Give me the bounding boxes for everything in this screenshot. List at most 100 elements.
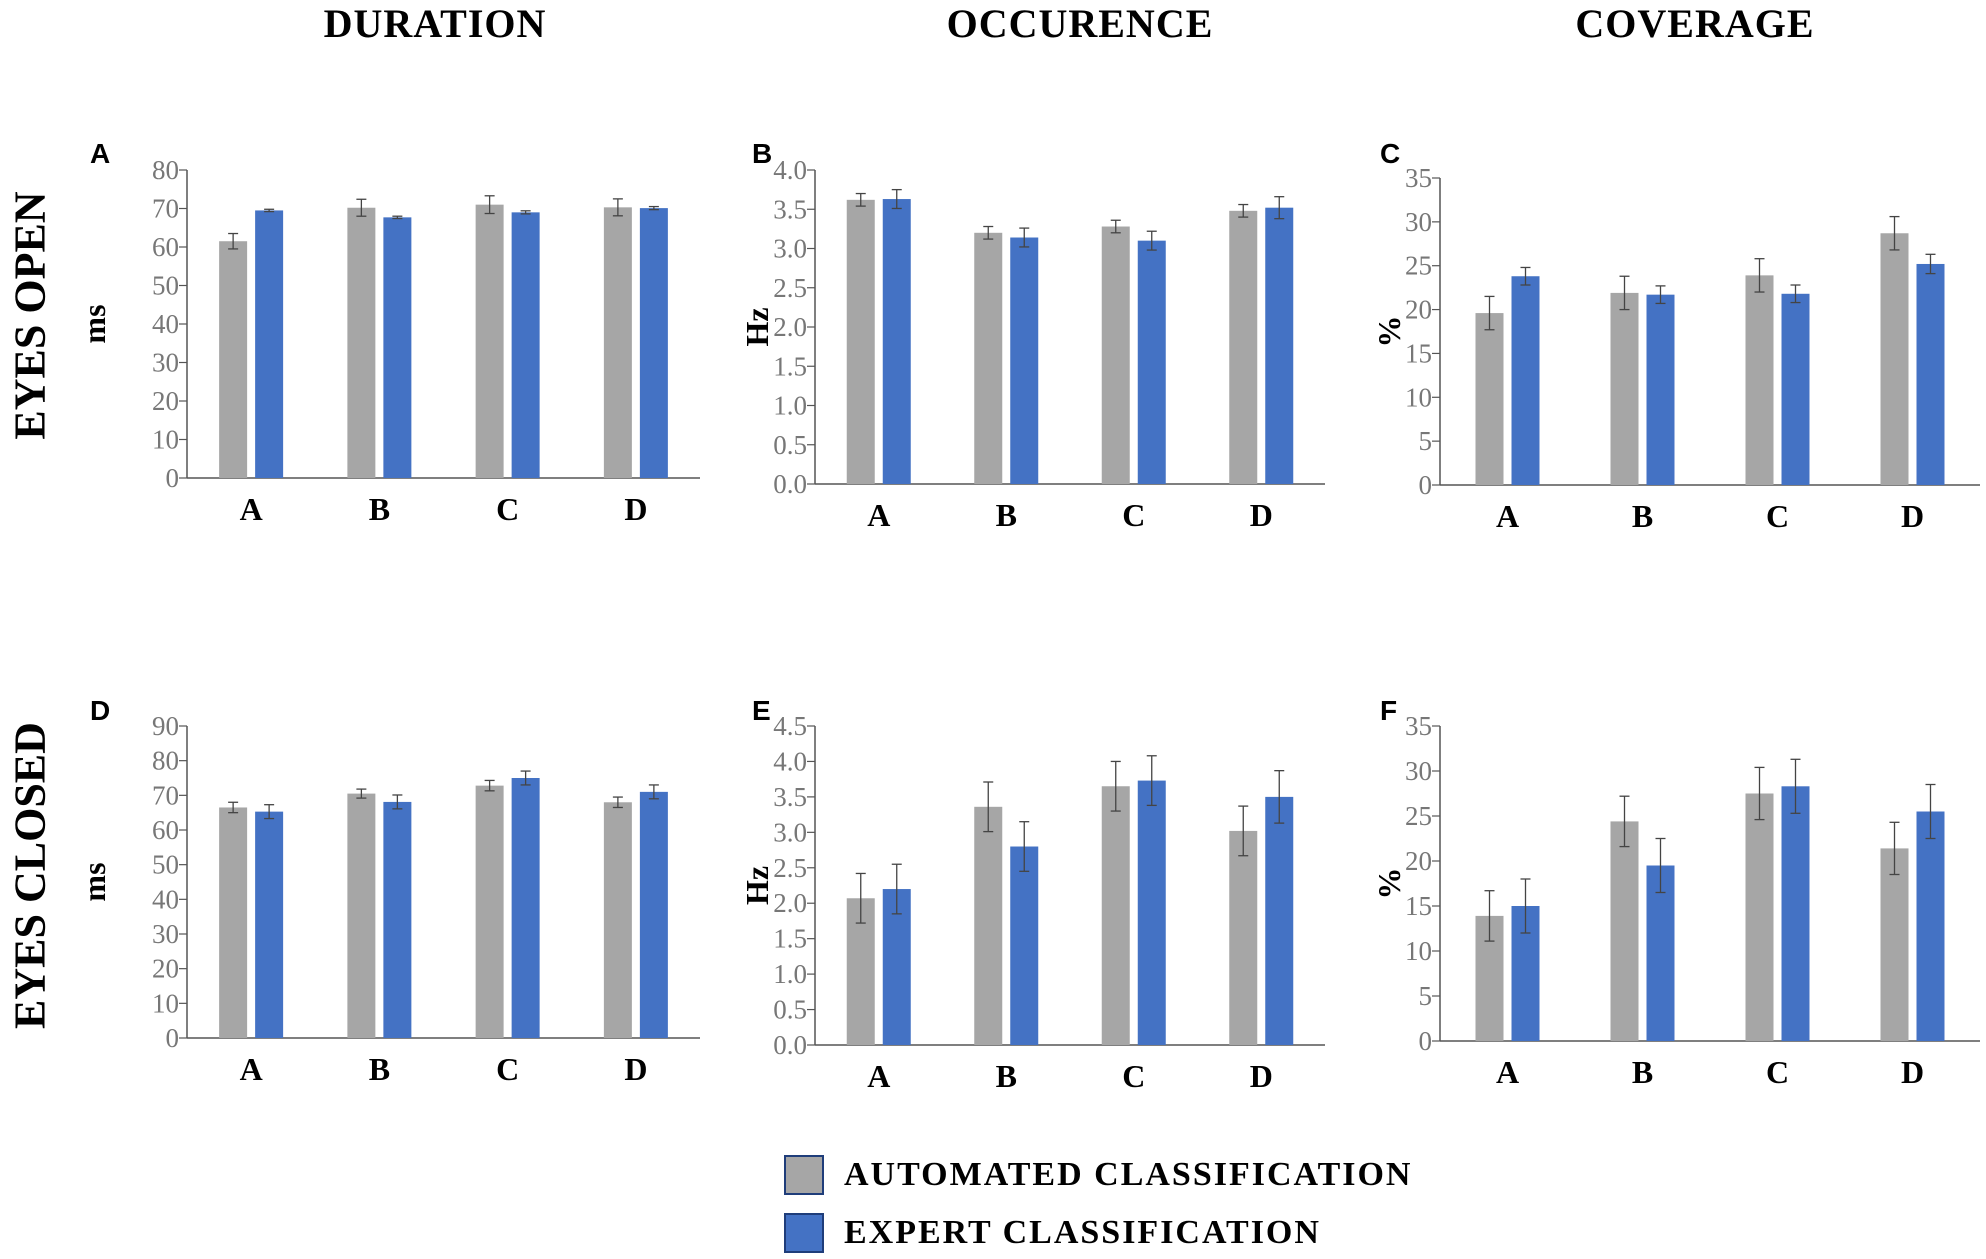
bar-automated-d	[603, 802, 632, 1038]
y-tick-label: 50	[152, 271, 179, 301]
y-tick-label: 2.0	[773, 888, 807, 918]
y-tick-label: 5	[1419, 426, 1433, 456]
bar-expert-b	[1010, 237, 1039, 484]
column-title-duration: DURATION	[323, 1, 547, 46]
y-tick-label: 0.5	[773, 995, 807, 1025]
legend-swatch-automated	[784, 1155, 824, 1195]
y-tick-label: 20	[152, 954, 179, 984]
bar-expert-d	[639, 208, 668, 479]
x-tick-label-a: A	[1496, 498, 1519, 534]
y-tick-label: 80	[152, 746, 179, 776]
y-tick-label: 40	[152, 884, 179, 914]
chart-f: 0 5 10 15 20 25 30 35% A B C D	[1371, 711, 1980, 1090]
chart-c: 0 5 10 15 20 25 30 35% A B C D	[1371, 163, 1980, 534]
y-tick-label: 60	[152, 815, 179, 845]
y-tick-label: 30	[1405, 207, 1432, 237]
bar-expert-c	[1137, 240, 1166, 484]
bar-automated-c	[1745, 793, 1774, 1041]
bar-automated-b	[974, 232, 1003, 484]
bar-automated-a	[846, 199, 875, 484]
y-tick-label: 1.5	[773, 924, 807, 954]
bar-expert-b	[1646, 294, 1675, 485]
bar-automated-d	[603, 207, 632, 478]
x-tick-label-b: B	[996, 1058, 1017, 1094]
y-tick-label: 3.0	[773, 234, 807, 264]
bar-automated-a	[1475, 313, 1504, 485]
y-tick-label: 40	[152, 309, 179, 339]
y-tick-label: 0.5	[773, 430, 807, 460]
bar-automated-b	[1610, 821, 1639, 1041]
x-tick-label-b: B	[1632, 498, 1653, 534]
y-tick-label: 0	[1419, 1026, 1433, 1056]
bar-automated-d	[1229, 830, 1258, 1045]
x-tick-label-b: B	[369, 491, 390, 527]
y-axis-label-f: %	[1371, 868, 1407, 900]
x-tick-label-a: A	[867, 1058, 890, 1094]
chart-e: 0.0 0.5 1.0 1.5 2.0 2.5 3.0 3.5 4.0 4.5 Hz A B C D	[739, 711, 1325, 1094]
y-axis-label-d: ms	[76, 862, 112, 901]
bar-expert-b	[383, 801, 412, 1038]
legend-item-automated: AUTOMATED CLASSIFICATION	[784, 1155, 1412, 1195]
x-tick-label-a: A	[240, 1051, 263, 1087]
panel-label-c: C	[1380, 138, 1401, 169]
y-tick-label: 2.0	[773, 312, 807, 342]
panel-label-b: B	[752, 138, 773, 169]
y-tick-label: 15	[1405, 891, 1432, 921]
x-tick-label-b: B	[1632, 1054, 1653, 1090]
x-tick-label-d: D	[1901, 498, 1924, 534]
y-tick-label: 3.0	[773, 817, 807, 847]
y-tick-label: 30	[1405, 756, 1432, 786]
bar-expert-d	[1916, 263, 1945, 485]
bar-expert-c	[511, 778, 540, 1038]
bar-expert-c	[1781, 293, 1810, 485]
y-tick-label: 70	[152, 194, 179, 224]
y-tick-label: 4.0	[773, 155, 807, 185]
bar-expert-d	[1265, 796, 1294, 1045]
y-tick-label: 4.0	[773, 746, 807, 776]
y-tick-label: 80	[152, 155, 179, 185]
bar-automated-c	[1101, 786, 1130, 1045]
y-axis-label-e: Hz	[739, 866, 775, 905]
bar-expert-c	[511, 212, 540, 478]
x-tick-label-d: D	[1250, 1058, 1273, 1094]
y-tick-label: 15	[1405, 338, 1432, 368]
legend-swatch-expert	[784, 1213, 824, 1253]
bar-expert-a	[255, 811, 284, 1038]
bar-automated-c	[1745, 275, 1774, 485]
y-tick-label: 30	[152, 348, 179, 378]
x-tick-label-d: D	[1250, 497, 1273, 533]
y-tick-label: 20	[1405, 846, 1432, 876]
y-tick-label: 10	[1405, 382, 1432, 412]
y-tick-label: 25	[1405, 251, 1432, 281]
y-tick-label: 30	[152, 919, 179, 949]
bar-expert-c	[1137, 780, 1166, 1045]
y-tick-label: 2.5	[773, 853, 807, 883]
x-tick-label-d: D	[1901, 1054, 1924, 1090]
y-tick-label: 3.5	[773, 194, 807, 224]
x-tick-label-c: C	[1122, 497, 1145, 533]
y-tick-label: 0	[166, 1023, 180, 1053]
x-tick-label-c: C	[496, 491, 519, 527]
bar-automated-d	[1880, 233, 1909, 485]
y-tick-label: 10	[152, 425, 179, 455]
bar-automated-d	[1229, 210, 1258, 484]
bar-expert-b	[1646, 865, 1675, 1041]
x-tick-label-a: A	[1496, 1054, 1519, 1090]
x-tick-label-a: A	[867, 497, 890, 533]
x-tick-label-c: C	[1122, 1058, 1145, 1094]
bar-automated-b	[974, 806, 1003, 1045]
column-title-coverage: COVERAGE	[1575, 1, 1815, 46]
bar-automated-a	[219, 807, 248, 1038]
y-tick-label: 0	[166, 463, 180, 493]
legend-label-expert: EXPERT CLASSIFICATION	[844, 1214, 1321, 1251]
y-tick-label: 1.5	[773, 351, 807, 381]
bar-automated-b	[347, 793, 376, 1038]
y-tick-label: 35	[1405, 163, 1432, 193]
y-tick-label: 0	[1419, 470, 1433, 500]
y-tick-label: 20	[152, 386, 179, 416]
panel-label-a: A	[90, 138, 111, 169]
bar-expert-a	[882, 199, 911, 485]
x-tick-label-b: B	[996, 497, 1017, 533]
